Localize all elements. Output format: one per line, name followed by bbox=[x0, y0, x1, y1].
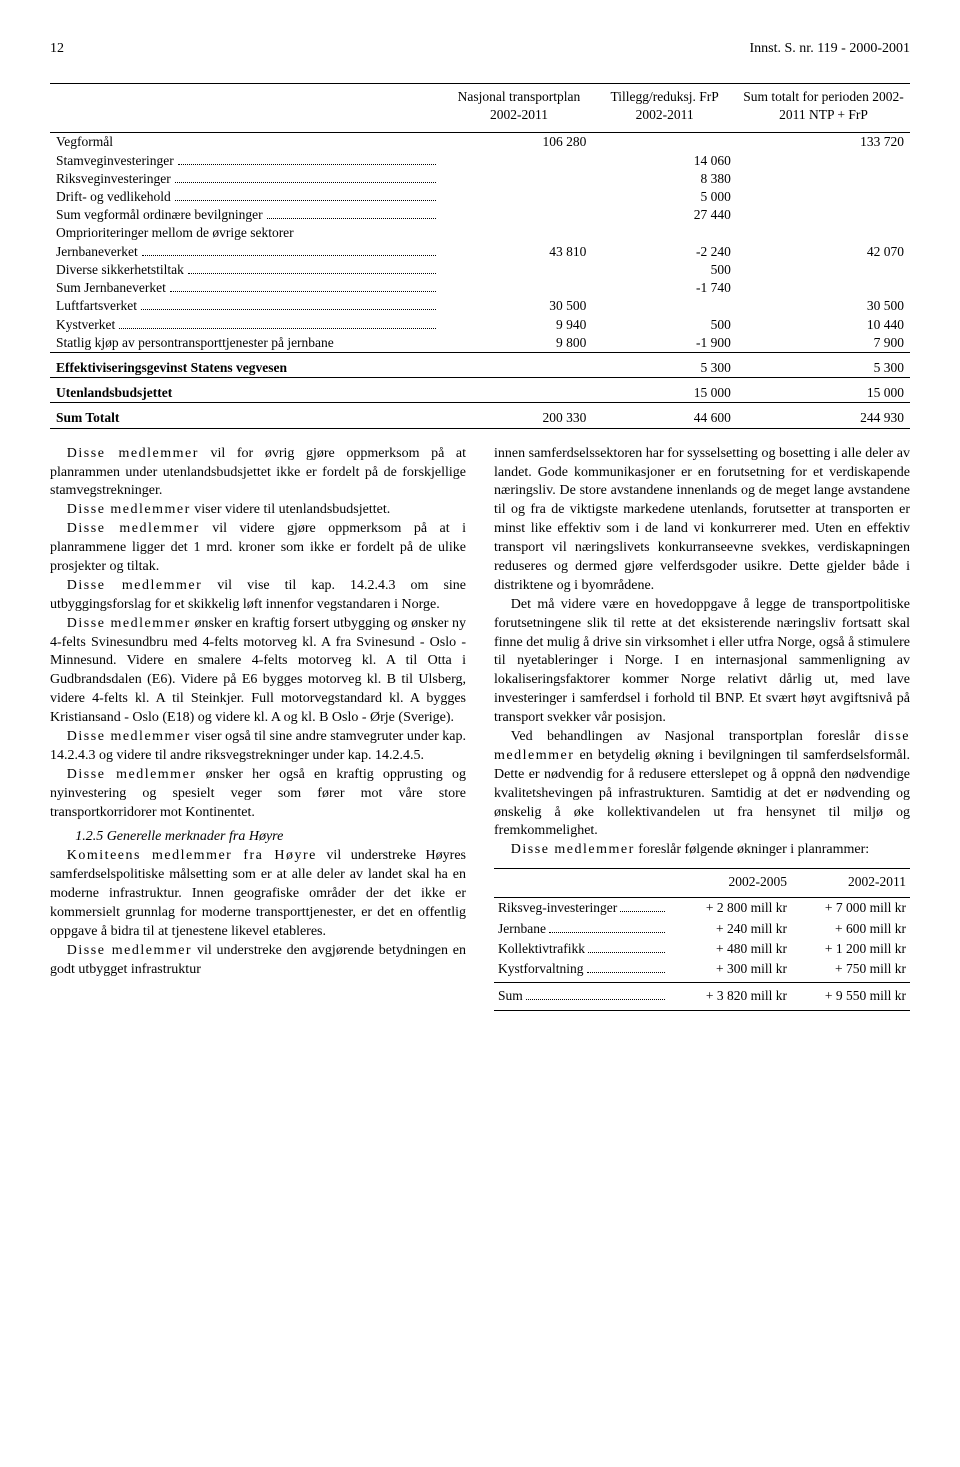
table-row: Jernbane + 240 mill kr+ 600 mill kr bbox=[494, 919, 910, 939]
col-tillegg: Tillegg/reduksj. FrP 2002-2011 bbox=[592, 83, 737, 132]
table-row: Riksveg-investeringer + 2 800 mill kr+ 7… bbox=[494, 898, 910, 919]
page-header: 12 Innst. S. nr. 119 - 2000-2001 bbox=[50, 40, 910, 59]
table-row: Drift- og vedlikehold 5 000 bbox=[50, 188, 910, 206]
doc-id: Innst. S. nr. 119 - 2000-2001 bbox=[750, 40, 910, 59]
table-row-sum: Sum Totalt 200 330 44 600 244 930 bbox=[50, 403, 910, 428]
table-row-sum: Sum + 3 820 mill kr+ 9 550 mill kr bbox=[494, 983, 910, 1010]
table-row: Omprioriteringer mellom de øvrige sektor… bbox=[50, 224, 910, 242]
table-row: Jernbaneverket 43 810 -2 240 42 070 bbox=[50, 243, 910, 261]
table-row: Kystforvaltning + 300 mill kr+ 750 mill … bbox=[494, 959, 910, 983]
col-2002-2005: 2002-2005 bbox=[672, 869, 791, 898]
table-row: Luftfartsverket 30 500 30 500 bbox=[50, 297, 910, 315]
table-row: Utenlandsbudsjettet 15 000 15 000 bbox=[50, 378, 910, 403]
table-row: Sum vegformål ordinære bevilgninger 27 4… bbox=[50, 206, 910, 224]
table-row: Kystverket 9 940 500 10 440 bbox=[50, 316, 910, 334]
page-number: 12 bbox=[50, 40, 64, 59]
table-row: Sum Jernbaneverket -1 740 bbox=[50, 279, 910, 297]
table-row: Kollektivtrafikk + 480 mill kr+ 1 200 mi… bbox=[494, 939, 910, 959]
table-row: Riksveginvesteringer 8 380 bbox=[50, 170, 910, 188]
main-table: Nasjonal transportplan 2002-2011 Tillegg… bbox=[50, 83, 910, 429]
increase-table: 2002-20052002-2011 Riksveg-investeringer… bbox=[494, 868, 910, 1010]
subsection-heading: 1.2.5 Generelle merknader fra Høyre bbox=[50, 828, 466, 847]
table-row: Effektiviseringsgevinst Statens vegvesen… bbox=[50, 352, 910, 377]
body-columns: Disse medlemmer vil for øvrig gjøre oppm… bbox=[50, 445, 910, 1011]
table-row: Vegformål 106 280 133 720 bbox=[50, 133, 910, 152]
col-nasjonal: Nasjonal transportplan 2002-2011 bbox=[446, 83, 593, 132]
col-2002-2011: 2002-2011 bbox=[791, 869, 910, 898]
table-row: Stamveginvesteringer 14 060 bbox=[50, 152, 910, 170]
table-row: Diverse sikkerhetstiltak 500 bbox=[50, 261, 910, 279]
col-sum: Sum totalt for perioden 2002-2011 NTP + … bbox=[737, 83, 910, 132]
table-row: Statlig kjøp av persontransporttjenester… bbox=[50, 334, 910, 353]
